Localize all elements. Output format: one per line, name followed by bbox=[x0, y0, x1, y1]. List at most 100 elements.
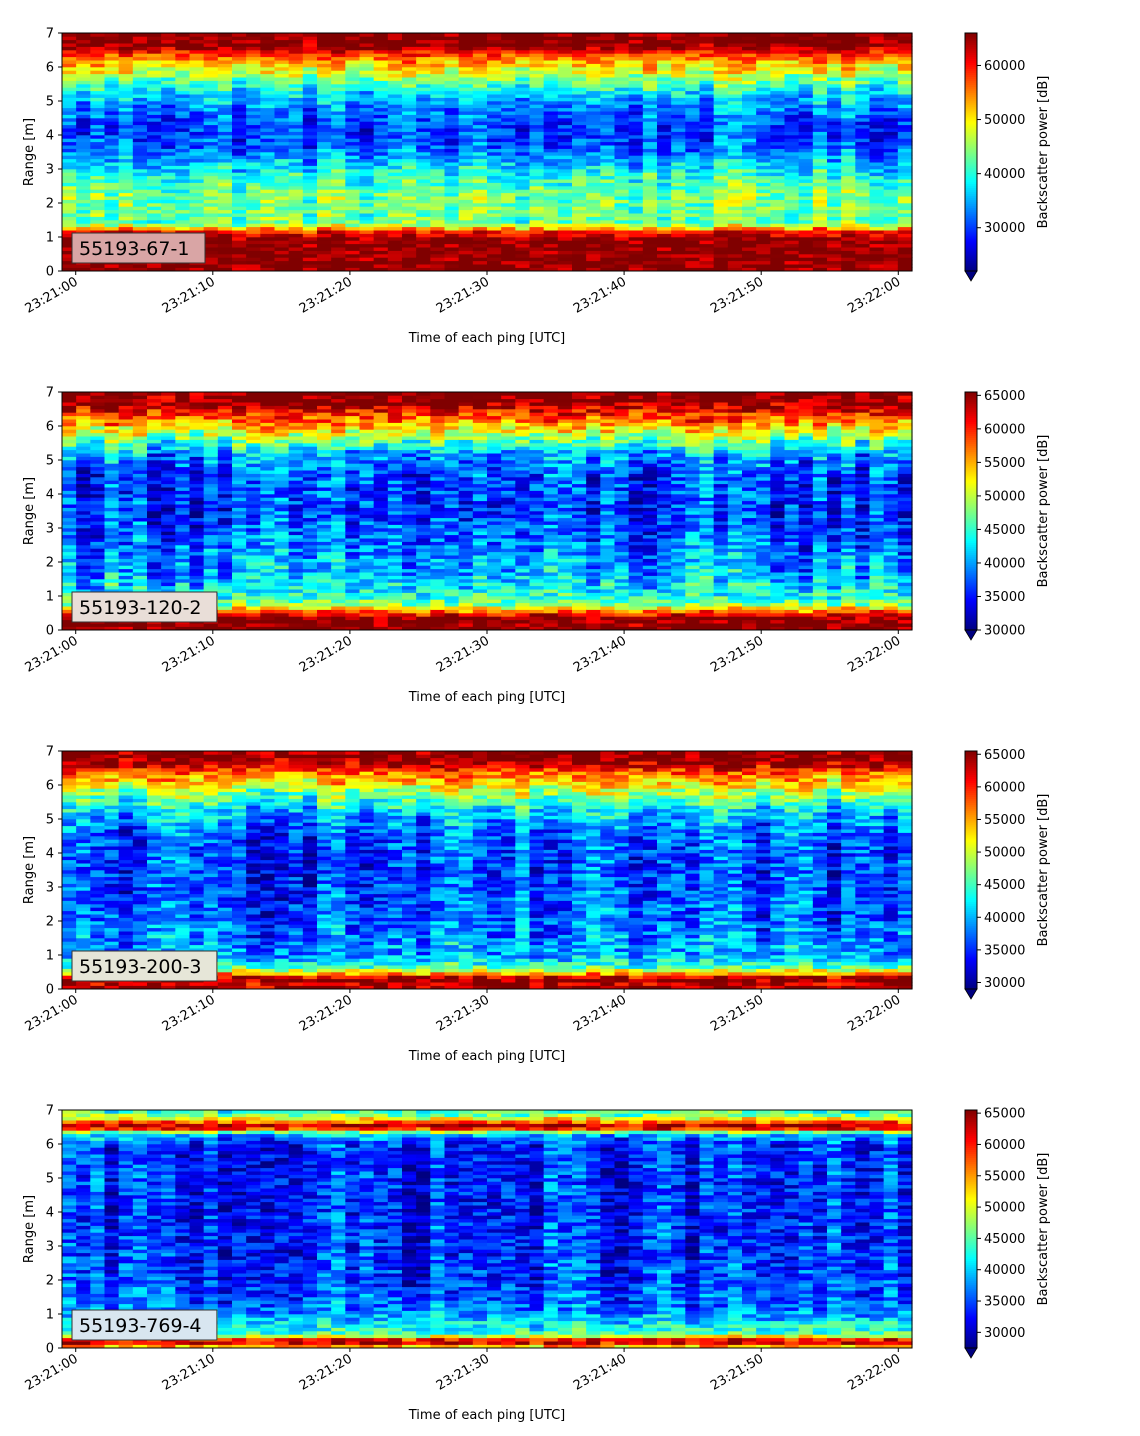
heatmap-cell bbox=[359, 192, 375, 197]
heatmap-cell bbox=[359, 107, 375, 112]
heatmap-cell bbox=[189, 53, 205, 58]
heatmap-cell bbox=[104, 70, 120, 75]
heatmap-cell bbox=[217, 257, 233, 262]
heatmap-cell bbox=[685, 189, 701, 194]
heatmap-cell bbox=[232, 202, 247, 207]
heatmap-cell bbox=[841, 257, 856, 262]
heatmap-cell bbox=[841, 233, 856, 238]
heatmap-cell bbox=[798, 53, 814, 58]
heatmap-cell bbox=[246, 76, 261, 81]
heatmap-cell bbox=[387, 192, 403, 197]
heatmap-cell bbox=[331, 155, 346, 160]
heatmap-cell bbox=[175, 548, 191, 553]
heatmap-cell bbox=[331, 229, 346, 234]
heatmap-cell bbox=[430, 209, 446, 214]
heatmap-cell bbox=[132, 575, 148, 580]
heatmap-cell bbox=[246, 131, 261, 136]
heatmap-cell bbox=[671, 233, 686, 238]
heatmap-cell bbox=[331, 83, 346, 88]
heatmap-cell bbox=[671, 117, 686, 122]
heatmap-cell bbox=[770, 42, 786, 47]
heatmap-cell bbox=[671, 80, 686, 85]
heatmap-cell bbox=[841, 70, 856, 75]
heatmap-cell bbox=[76, 473, 91, 478]
heatmap-cell bbox=[770, 127, 786, 132]
heatmap-cell bbox=[288, 39, 304, 44]
heatmap-cell bbox=[246, 155, 261, 160]
heatmap-cell bbox=[76, 544, 91, 549]
heatmap-cell bbox=[897, 192, 913, 197]
heatmap-cell bbox=[217, 199, 233, 204]
heatmap-cell bbox=[62, 541, 77, 546]
heatmap-cell bbox=[118, 46, 134, 51]
heatmap-cell bbox=[274, 155, 290, 160]
colorbar-segment bbox=[965, 74, 977, 77]
heatmap-cell bbox=[118, 585, 134, 590]
heatmap-cell bbox=[855, 83, 871, 88]
heatmap-cell bbox=[373, 87, 389, 92]
heatmap-cell bbox=[430, 32, 446, 37]
heatmap-cell bbox=[685, 144, 701, 149]
heatmap-cell bbox=[855, 56, 871, 61]
heatmap-cell bbox=[387, 124, 403, 129]
heatmap-cell bbox=[812, 206, 828, 211]
heatmap-cell bbox=[444, 46, 460, 51]
heatmap-cell bbox=[373, 260, 389, 265]
heatmap-cell bbox=[784, 243, 800, 248]
heatmap-cell bbox=[614, 76, 630, 81]
heatmap-cell bbox=[246, 226, 261, 231]
heatmap-cell bbox=[444, 199, 460, 204]
heatmap-cell bbox=[699, 212, 715, 217]
heatmap-cell bbox=[90, 114, 106, 119]
heatmap-cell bbox=[770, 138, 786, 143]
heatmap-cell bbox=[458, 127, 474, 132]
heatmap-cell bbox=[416, 165, 431, 170]
heatmap-cell bbox=[557, 161, 573, 166]
heatmap-cell bbox=[373, 233, 389, 238]
heatmap-cell bbox=[756, 46, 771, 51]
heatmap-cell bbox=[90, 520, 106, 525]
heatmap-cell bbox=[76, 127, 91, 132]
heatmap-cell bbox=[557, 97, 573, 102]
heatmap-cell bbox=[161, 124, 176, 129]
heatmap-cell bbox=[444, 87, 460, 92]
heatmap-cell bbox=[897, 110, 913, 115]
heatmap-cell bbox=[175, 418, 191, 423]
heatmap-cell bbox=[260, 80, 276, 85]
heatmap-cell bbox=[232, 219, 247, 224]
heatmap-cell bbox=[62, 212, 77, 217]
heatmap-cell bbox=[246, 168, 261, 173]
heatmap-cell bbox=[430, 134, 446, 139]
heatmap-cell bbox=[161, 483, 176, 488]
heatmap-cell bbox=[642, 148, 658, 153]
heatmap-cell bbox=[713, 127, 729, 132]
heatmap-cell bbox=[104, 534, 120, 539]
heatmap-cell bbox=[161, 466, 176, 471]
heatmap-cell bbox=[784, 93, 800, 98]
heatmap-cell bbox=[529, 257, 545, 262]
heatmap-cell bbox=[727, 168, 743, 173]
heatmap-cell bbox=[699, 80, 715, 85]
heatmap-cell bbox=[515, 49, 531, 54]
heatmap-cell bbox=[685, 76, 701, 81]
heatmap-cell bbox=[557, 117, 573, 122]
heatmap-cell bbox=[742, 134, 757, 139]
heatmap-cell bbox=[515, 107, 531, 112]
heatmap-cell bbox=[232, 100, 247, 105]
heatmap-cell bbox=[189, 114, 205, 119]
heatmap-cell bbox=[614, 36, 630, 41]
heatmap-cell bbox=[883, 127, 899, 132]
heatmap-cell bbox=[472, 110, 488, 115]
heatmap-cell bbox=[317, 138, 332, 143]
heatmap-cell bbox=[76, 216, 91, 221]
heatmap-cell bbox=[628, 175, 644, 180]
heatmap-cell bbox=[756, 97, 771, 102]
heatmap-cell bbox=[62, 134, 77, 139]
heatmap-cell bbox=[798, 253, 814, 258]
heatmap-cell bbox=[614, 124, 630, 129]
heatmap-cell bbox=[855, 90, 871, 95]
heatmap-cell bbox=[147, 463, 162, 468]
heatmap-cell bbox=[586, 195, 601, 200]
heatmap-cell bbox=[345, 172, 361, 177]
heatmap-cell bbox=[600, 117, 616, 122]
